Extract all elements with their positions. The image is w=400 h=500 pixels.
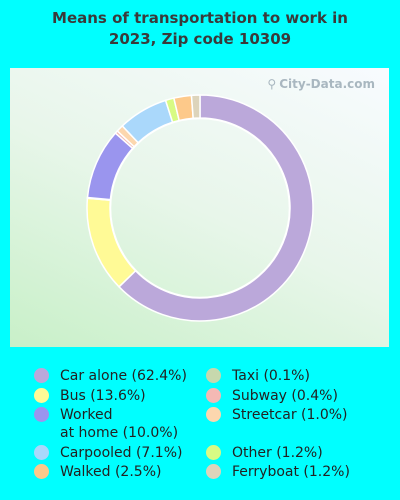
legend-label-ferryboat: Ferryboat (1.2%) [232, 464, 350, 480]
donut-hole-outline [109, 117, 291, 299]
legend-swatch-other [206, 445, 221, 460]
chart-title-line-2: 2023, Zip code 10309 [108, 30, 292, 48]
legend-label-bus: Bus (13.6%) [60, 388, 146, 404]
legend-item-streetcar: Streetcar (1.0%) [206, 406, 348, 424]
legend-item-taxi: Taxi (0.1%) [206, 367, 310, 385]
legend-item-subway: Subway (0.4%) [206, 387, 338, 405]
legend-item-carpooled: Carpooled (7.1%) [34, 444, 182, 462]
legend-item-car-alone: Car alone (62.4%) [34, 367, 187, 385]
legend-swatch-bus [34, 388, 49, 403]
legend-label-worked-at-home-2: at home (10.0%) [60, 425, 179, 441]
legend-label-walked: Walked (2.5%) [60, 464, 162, 480]
donut-slice-ferryboat [190, 94, 201, 120]
legend-label-carpooled: Carpooled (7.1%) [60, 445, 183, 461]
legend-label-other: Other (1.2%) [232, 445, 323, 461]
legend-label-car-alone: Car alone (62.4%) [60, 368, 187, 384]
legend-swatch-car-alone [34, 368, 49, 383]
legend-item-other: Other (1.2%) [206, 444, 323, 462]
legend-swatch-ferryboat [206, 464, 221, 479]
donut-chart [86, 94, 314, 322]
chart-title-line-1: Means of transportation to work in [52, 9, 348, 27]
plot-area: ⚲ City-Data.com [10, 68, 389, 347]
legend-label-streetcar: Streetcar (1.0%) [232, 407, 348, 423]
legend-swatch-streetcar [206, 407, 221, 422]
chart-title: Means of transportation to work in 2023,… [0, 8, 400, 50]
legend-swatch-taxi [206, 368, 221, 383]
legend-swatch-walked [34, 464, 49, 479]
legend-swatch-carpooled [34, 445, 49, 460]
legend-item-ferryboat: Ferryboat (1.2%) [206, 463, 350, 481]
legend-label-taxi: Taxi (0.1%) [232, 368, 310, 384]
watermark: ⚲ City-Data.com [267, 77, 375, 91]
legend-item-bus: Bus (13.6%) [34, 387, 146, 405]
magnifier-icon: ⚲ [267, 77, 277, 91]
legend-swatch-worked-at-home [34, 407, 49, 422]
watermark-text: City-Data.com [279, 77, 375, 91]
legend-item-worked-at-home: Worked at home (10.0%) [34, 406, 178, 442]
legend-item-walked: Walked (2.5%) [34, 463, 161, 481]
legend: Car alone (62.4%) Bus (13.6%) Worked at … [0, 367, 400, 497]
legend-swatch-subway [206, 388, 221, 403]
legend-label-worked-at-home-1: Worked [60, 407, 113, 423]
legend-label-subway: Subway (0.4%) [232, 388, 338, 404]
